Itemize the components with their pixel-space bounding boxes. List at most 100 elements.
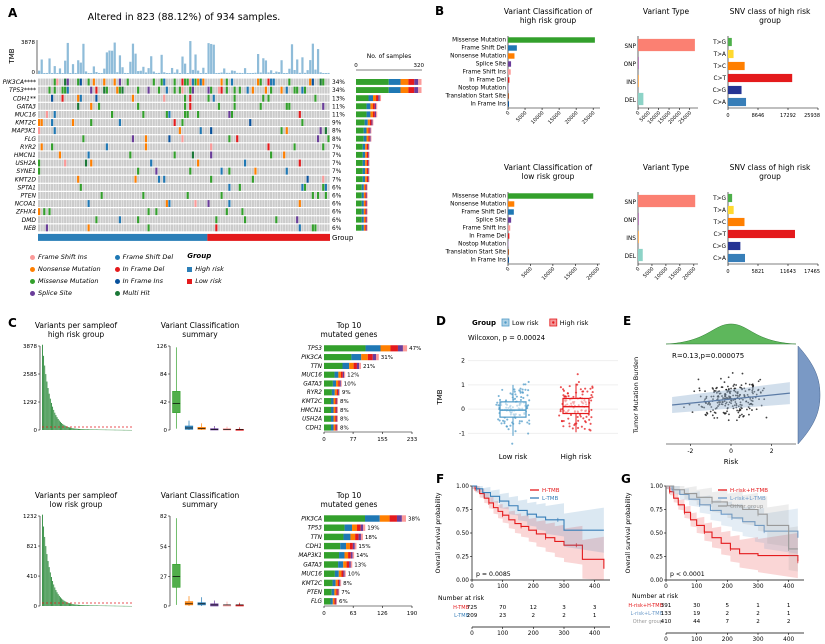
y-tick: 0 bbox=[34, 604, 38, 610]
x-tick: 5000 bbox=[515, 110, 528, 123]
risk-count: 1 bbox=[787, 603, 791, 609]
legend-label: Splice Site bbox=[38, 289, 72, 297]
gene-pct: 14% bbox=[356, 553, 368, 559]
y-tick: 84 bbox=[160, 372, 167, 378]
km-legend-label: L-TMB bbox=[542, 496, 559, 502]
y-tick: 0.50 bbox=[650, 531, 663, 537]
gene-label: MUC16 bbox=[15, 112, 37, 119]
gene-pct: 7% bbox=[332, 145, 342, 151]
gene-label: ZFHX4 bbox=[15, 209, 36, 216]
x-tick: 300 bbox=[752, 584, 763, 590]
d-legend-label: Low risk bbox=[512, 319, 539, 327]
gene-pct: 31% bbox=[381, 355, 393, 361]
y-tick: 0.00 bbox=[456, 578, 469, 584]
risk-count: 44 bbox=[693, 619, 701, 625]
gene-pct: 7% bbox=[341, 590, 350, 596]
chart-title: Variant Type bbox=[643, 163, 690, 172]
gene-label: PIK3CA bbox=[301, 516, 322, 522]
legend-label: Frame Shift Ins bbox=[38, 253, 88, 261]
gene-pct: 18% bbox=[365, 535, 377, 541]
oncoplot-legend: Frame Shift Ins Nonsense Mutation Missense… bbox=[30, 252, 224, 298]
x-tick: 200 bbox=[528, 631, 539, 637]
gene-label: KMT2D bbox=[15, 176, 37, 183]
y-tick: 1292 bbox=[23, 400, 37, 406]
x-tick: -2 bbox=[687, 448, 693, 455]
x-tick: 15000 bbox=[547, 110, 562, 125]
x-tick: 200 bbox=[722, 637, 733, 643]
x-tick: 200 bbox=[722, 584, 733, 590]
x-tick: 20000 bbox=[586, 266, 601, 281]
bar-category: In Frame Del bbox=[469, 233, 506, 239]
chart-title: Variants per sampleof bbox=[35, 491, 118, 500]
gene-label: CDH1 bbox=[305, 544, 322, 550]
risk-table-title: Number at risk bbox=[438, 595, 484, 602]
bar-category: Missense Mutation bbox=[452, 37, 506, 43]
legend-item: Multi Hit bbox=[114, 288, 174, 298]
legend-item: High risk bbox=[187, 264, 224, 274]
risk-count: 1 bbox=[593, 613, 597, 619]
bar-category: Missense Mutation bbox=[452, 193, 506, 199]
gene-pct: 8% bbox=[332, 137, 342, 143]
x-tick: 0 bbox=[322, 611, 326, 617]
gene-pct: 47% bbox=[409, 346, 421, 352]
gene-label: CDH1** bbox=[13, 95, 36, 102]
gene-pct: 8% bbox=[340, 399, 349, 405]
gene-pct: 38% bbox=[408, 516, 420, 522]
panel-label-b: B bbox=[435, 4, 445, 18]
x-tick: 20000 bbox=[564, 110, 579, 125]
gene-label: FLG bbox=[25, 136, 37, 143]
x-tick: 400 bbox=[783, 637, 794, 643]
gene-pct: 9% bbox=[332, 121, 342, 127]
chart-oncoplot: Altered in 823 (88.12%) of 934 samples. T… bbox=[3, 12, 425, 242]
bar-category: Translation Start Site bbox=[444, 93, 506, 99]
x-tick: 400 bbox=[589, 584, 600, 590]
gene-label: PIK3CA**** bbox=[3, 79, 36, 86]
x-tick: 155 bbox=[377, 437, 388, 443]
y-tick: 0 bbox=[164, 428, 168, 434]
chart-title: low risk group bbox=[522, 172, 575, 181]
legend-label: Low risk bbox=[195, 277, 222, 285]
chart-title: high risk group bbox=[520, 16, 577, 25]
legend-label: In Frame Del bbox=[122, 265, 165, 273]
d-y-label: TMB bbox=[436, 389, 444, 405]
bar-category: C>T bbox=[714, 232, 727, 238]
gene-label: MUC16 bbox=[301, 373, 322, 379]
y-tick: 42 bbox=[160, 400, 167, 406]
legend-item: In Frame Ins bbox=[114, 276, 174, 286]
risk-count: 5 bbox=[726, 603, 730, 609]
y-tick: 0 bbox=[34, 428, 38, 434]
x-category: Low risk bbox=[499, 453, 528, 461]
gene-label: MUC16 bbox=[301, 572, 322, 578]
y-tick: 0.25 bbox=[650, 555, 663, 561]
gene-label: CDH1 bbox=[305, 425, 322, 431]
x-tick: 5821 bbox=[752, 269, 765, 275]
x-tick: 10000 bbox=[530, 110, 545, 125]
chart-title: summary bbox=[182, 330, 218, 339]
e-y-label: Tumor Mutation Burden bbox=[632, 357, 640, 434]
bar-category: SNP bbox=[624, 44, 636, 50]
bar-category: In Frame Ins bbox=[470, 101, 506, 107]
bar-category: INS bbox=[626, 80, 636, 86]
bar-category: SNP bbox=[624, 200, 636, 206]
risk-count: 7 bbox=[726, 619, 730, 625]
risk-count: 410 bbox=[661, 619, 672, 625]
gene-pct: 6% bbox=[339, 599, 348, 605]
x-tick: 400 bbox=[589, 631, 600, 637]
risk-count: 2 bbox=[756, 619, 760, 625]
y-tick: 0.75 bbox=[650, 508, 663, 514]
chart-title: Variant Classification bbox=[161, 491, 240, 500]
group-legend-title: Group bbox=[187, 252, 212, 260]
km-tmb-panel: Overall survival probability 1.00 0.75 0.50… bbox=[435, 484, 610, 637]
group-track-label: Group bbox=[332, 234, 354, 242]
gene-label: HMCN1 bbox=[301, 408, 322, 414]
y-tick: -1 bbox=[459, 430, 465, 437]
x-tick: 300 bbox=[752, 637, 763, 643]
legend-item: Frame Shift Del bbox=[114, 252, 173, 262]
risk-table-title: Number at risk bbox=[632, 593, 678, 600]
